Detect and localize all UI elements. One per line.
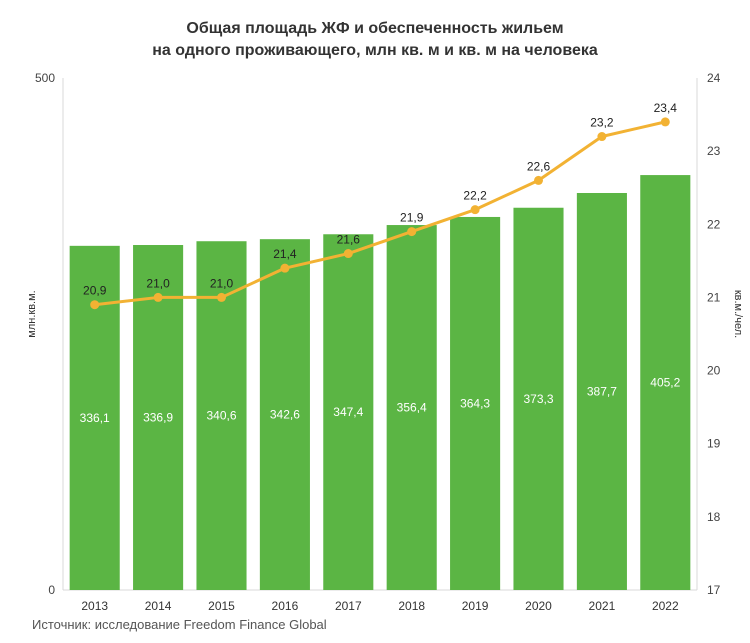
x-tick-label: 2017 xyxy=(335,599,362,613)
line-value-label: 21,4 xyxy=(273,247,297,261)
line-value-label: 21,9 xyxy=(400,211,424,225)
bar xyxy=(323,234,374,591)
right-tick-label: 24 xyxy=(707,71,721,85)
line-value-label: 21,0 xyxy=(146,276,170,290)
right-tick-label: 22 xyxy=(707,217,721,231)
bar xyxy=(513,207,564,591)
right-axis-title: кв.м./чел. xyxy=(732,290,744,338)
bar-value-label: 387,7 xyxy=(587,384,617,398)
x-tick-label: 2022 xyxy=(652,599,679,613)
line-point xyxy=(470,205,480,215)
source-note: Источник: исследование Freedom Finance G… xyxy=(32,617,327,632)
bar-value-label: 336,1 xyxy=(80,411,110,425)
line-value-label: 22,6 xyxy=(527,159,551,173)
line-value-label: 23,2 xyxy=(590,116,614,130)
line-point xyxy=(280,263,290,273)
x-tick-label: 2013 xyxy=(81,599,108,613)
bar-value-label: 364,3 xyxy=(460,396,490,410)
line-value-label: 20,9 xyxy=(83,284,107,298)
chart-title-line-2: на одного проживающего, млн кв. м и кв. … xyxy=(152,42,598,59)
line-point xyxy=(90,300,100,310)
line-point xyxy=(597,132,607,142)
x-tick-label: 2015 xyxy=(208,599,235,613)
bar xyxy=(640,175,691,590)
bar xyxy=(386,225,437,591)
line-point xyxy=(534,175,543,185)
right-tick-label: 23 xyxy=(707,144,721,158)
bar-value-label: 336,9 xyxy=(143,411,173,425)
line-value-label: 21,6 xyxy=(337,233,361,247)
right-tick-label: 17 xyxy=(707,583,721,597)
bar xyxy=(259,239,310,590)
x-tick-label: 2019 xyxy=(462,599,489,613)
right-tick-label: 21 xyxy=(707,290,721,304)
line-point xyxy=(407,227,417,237)
series-line xyxy=(94,120,666,307)
bar-value-label: 347,4 xyxy=(333,405,363,419)
line-value-label: 22,2 xyxy=(463,189,487,203)
x-tick-label: 2018 xyxy=(398,599,425,613)
bar-value-label: 342,6 xyxy=(270,408,300,422)
chart-title-line-1: Общая площадь ЖФ и обеспеченность жильем xyxy=(186,20,564,37)
x-tick-label: 2014 xyxy=(145,599,172,613)
x-tick-label: 2020 xyxy=(525,599,552,613)
left-tick-label: 500 xyxy=(35,71,55,85)
left-tick-label: 0 xyxy=(48,583,55,597)
line-point xyxy=(660,117,670,127)
bar xyxy=(576,192,627,591)
line-point xyxy=(343,249,353,259)
right-tick-label: 19 xyxy=(707,437,721,451)
left-axis-title: млн.кв.м. xyxy=(26,290,38,337)
bar-value-label: 356,4 xyxy=(397,401,427,415)
line-point xyxy=(153,292,163,302)
bar-value-label: 373,3 xyxy=(523,392,553,406)
bar xyxy=(133,245,184,590)
bar-value-label: 405,2 xyxy=(650,376,680,390)
bar-value-label: 340,6 xyxy=(206,409,236,423)
bar xyxy=(450,216,501,591)
x-tick-label: 2021 xyxy=(589,599,616,613)
line-value-label: 23,4 xyxy=(654,101,678,115)
right-tick-label: 20 xyxy=(707,364,721,378)
x-tick-label: 2016 xyxy=(272,599,299,613)
right-tick-label: 18 xyxy=(707,510,721,524)
line-point xyxy=(217,292,226,302)
line-value-label: 21,0 xyxy=(210,276,234,290)
